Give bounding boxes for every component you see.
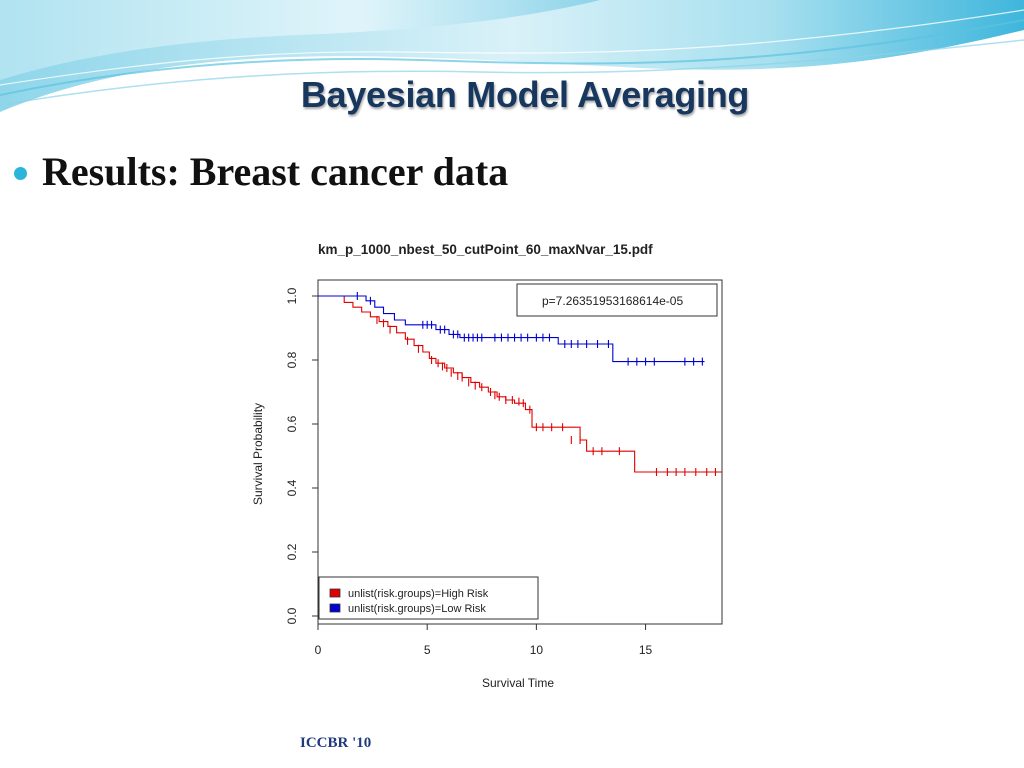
p-value-text: p=7.26351953168614e-05 (542, 294, 683, 308)
x-tick-label: 0 (315, 643, 322, 657)
footer-conference-label: ICCBR '10 (300, 735, 372, 751)
legend-box (318, 576, 539, 620)
y-tick-label: 1.0 (285, 287, 299, 304)
chart-svg: km_p_1000_nbest_50_cutPoint_60_maxNvar_1… (251, 242, 723, 690)
axes: 0 5 10 15 0.0 0.2 0.4 0.6 0.8 1.0 (285, 287, 653, 657)
y-axis-label: Survival Probability (251, 403, 265, 505)
header-wave-decoration (0, 0, 1024, 112)
legend-label-high-risk: unlist(risk.groups)=High Risk (348, 588, 489, 600)
slide-title: Bayesian Model Averaging (300, 74, 750, 115)
x-tick-label: 10 (530, 643, 544, 657)
kaplan-meier-chart: km_p_1000_nbest_50_cutPoint_60_maxNvar_1… (232, 232, 780, 708)
bullet-dot-icon (14, 167, 27, 180)
y-tick-label: 0.0 (285, 607, 299, 624)
y-tick-label: 0.2 (285, 543, 299, 560)
x-axis-label: Survival Time (482, 676, 554, 690)
legend-label-low-risk: unlist(risk.groups)=Low Risk (348, 603, 486, 615)
p-value-annotation: p=7.26351953168614e-05 (516, 283, 718, 317)
legend: unlist(risk.groups)=High Risk unlist(ris… (318, 576, 539, 620)
survival-curve-low-risk (318, 295, 705, 363)
bullet-text: Results: Breast cancer data (42, 149, 509, 194)
legend-swatch-high-risk (329, 588, 341, 598)
chart-title: km_p_1000_nbest_50_cutPoint_60_maxNvar_1… (318, 242, 653, 257)
y-tick-label: 0.4 (285, 479, 299, 496)
x-tick-label: 5 (424, 643, 431, 657)
plot-frame (317, 279, 723, 625)
survival-curve-high-risk (318, 295, 722, 473)
x-tick-label: 15 (639, 643, 653, 657)
y-tick-label: 0.6 (285, 415, 299, 432)
series-layer (318, 292, 722, 476)
p-value-box (516, 283, 718, 317)
y-tick-label: 0.8 (285, 351, 299, 368)
legend-swatch-low-risk (329, 603, 341, 613)
